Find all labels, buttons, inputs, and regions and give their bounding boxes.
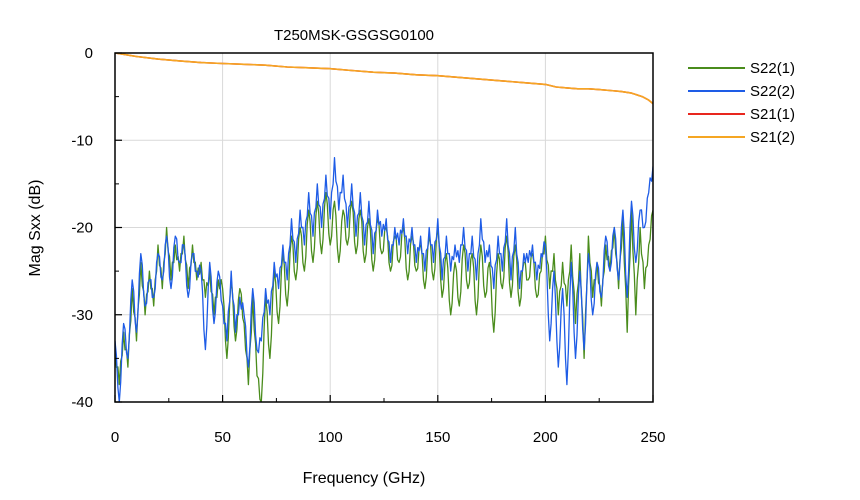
series-line-s212 [115, 53, 653, 105]
y-tick-label: -20 [71, 220, 93, 237]
legend-label: S21(2) [750, 129, 795, 146]
x-tick-label: 50 [214, 429, 231, 446]
legend-label: S22(1) [750, 60, 795, 77]
x-tick-label: 250 [640, 429, 665, 446]
x-axis-title: Frequency (GHz) [303, 470, 426, 487]
legend: S22(1) S22(2) S21(1) S21(2) [688, 60, 795, 146]
x-tick-label: 200 [533, 429, 558, 446]
series-line-s222 [115, 157, 653, 402]
y-axis-title: Mag Sxx (dB) [27, 180, 44, 277]
series-lines [115, 53, 653, 402]
x-tick-label: 0 [111, 429, 119, 446]
x-tick-label: 150 [425, 429, 450, 446]
y-tick-label: -30 [71, 307, 93, 324]
legend-label: S21(1) [750, 106, 795, 123]
legend-label: S22(2) [750, 83, 795, 100]
chart-title: T250MSK-GSGSG0100 [274, 27, 434, 44]
series-line-s211 [115, 53, 653, 105]
x-tick-label: 100 [318, 429, 343, 446]
y-tick-label: 0 [85, 45, 93, 62]
y-tick-label: -40 [71, 394, 93, 411]
y-tick-label: -10 [71, 132, 93, 149]
axis-ticks: 0 50 100 150 200 250 0 -10 -20 -30 -40 [71, 45, 665, 446]
series-line-s221 [115, 191, 653, 402]
